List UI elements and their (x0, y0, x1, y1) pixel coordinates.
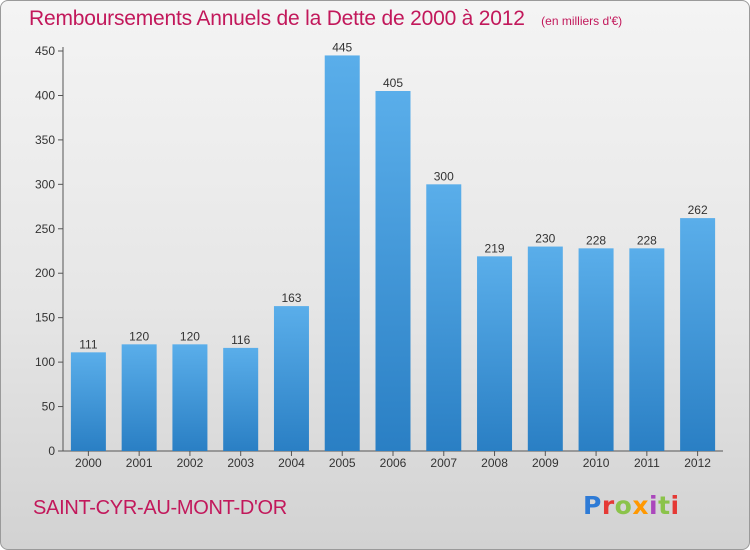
y-tick-label: 250 (35, 222, 55, 236)
bar-value-label: 163 (281, 291, 301, 305)
bar-2009 (527, 246, 563, 451)
bar-2002 (172, 344, 208, 451)
x-tick-label: 2012 (684, 456, 711, 470)
y-tick-label: 100 (35, 355, 55, 369)
x-tick-label: 2010 (583, 456, 610, 470)
bar-2006 (375, 91, 411, 451)
bar-value-label: 262 (688, 203, 708, 217)
proxiti-logo: Proxiti (583, 491, 680, 520)
x-tick-label: 2009 (532, 456, 559, 470)
bar-value-label: 120 (129, 329, 149, 343)
bar-value-label: 228 (637, 233, 657, 247)
x-tick-label: 2006 (380, 456, 407, 470)
bar-2004 (273, 306, 309, 451)
bar-value-label: 405 (383, 76, 403, 90)
x-tick-label: 2001 (126, 456, 153, 470)
bar-2000 (70, 352, 106, 451)
bar-value-label: 228 (586, 233, 606, 247)
bar-2003 (223, 347, 259, 451)
y-tick-label: 0 (48, 444, 55, 458)
bar-value-label: 116 (231, 333, 250, 347)
bar-2007 (426, 184, 462, 452)
bar-2011 (629, 248, 665, 451)
bar-2001 (121, 344, 157, 451)
x-tick-label: 2008 (481, 456, 508, 470)
x-tick-label: 2003 (227, 456, 254, 470)
bar-2008 (477, 256, 513, 451)
bar-value-label: 111 (79, 337, 98, 351)
bar-2005 (324, 55, 360, 451)
bar-value-label: 445 (332, 40, 352, 54)
y-tick-label: 200 (35, 266, 55, 280)
x-tick-label: 2011 (634, 456, 660, 470)
bar-value-label: 230 (535, 232, 555, 246)
bar-value-label: 300 (434, 169, 454, 183)
x-tick-label: 2007 (430, 456, 457, 470)
chart-title: Remboursements Annuels de la Dette de 20… (29, 7, 525, 30)
commune-name: SAINT-CYR-AU-MONT-D'OR (33, 497, 287, 519)
y-tick-label: 450 (35, 44, 55, 58)
bar-value-label: 120 (180, 329, 200, 343)
x-tick-label: 2005 (329, 456, 356, 470)
title-row: Remboursements Annuels de la Dette de 20… (29, 7, 622, 31)
bar-value-label: 219 (485, 241, 505, 255)
y-tick-label: 300 (35, 177, 55, 191)
x-tick-label: 2000 (75, 456, 102, 470)
chart-subtitle: (en milliers d'€) (541, 14, 623, 28)
bar-2012 (680, 218, 716, 451)
x-tick-label: 2004 (278, 456, 305, 470)
y-tick-label: 400 (35, 88, 55, 102)
y-tick-label: 50 (42, 400, 56, 414)
y-tick-label: 350 (35, 133, 55, 147)
y-tick-label: 150 (35, 311, 55, 325)
bar-2010 (578, 248, 614, 451)
x-tick-label: 2002 (177, 456, 204, 470)
